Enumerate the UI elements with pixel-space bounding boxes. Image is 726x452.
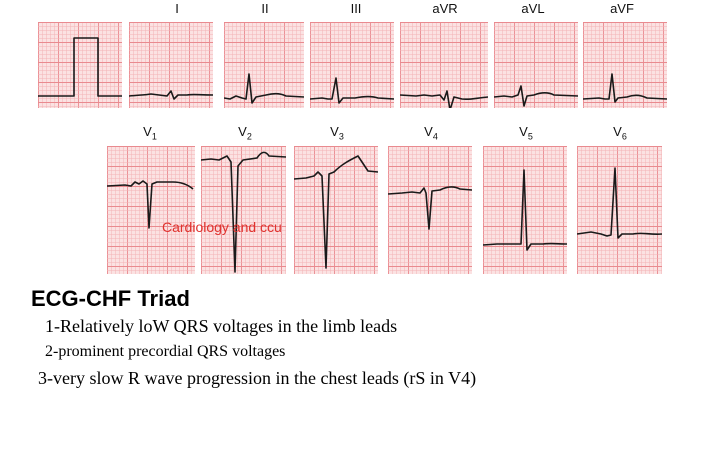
lead-label-V2: V2 <box>238 124 252 142</box>
lead-label-aVF: aVF <box>610 1 634 16</box>
grid-lines <box>38 22 122 108</box>
point-3: 3-very slow R wave progression in the ch… <box>38 368 477 388</box>
ecg-strip-I <box>129 22 213 108</box>
lead-label-V3: V3 <box>330 124 344 142</box>
grid-lines <box>294 146 378 274</box>
grid-lines <box>583 22 667 108</box>
ecg-strip-V5 <box>483 146 567 274</box>
lead-label-II: II <box>261 1 269 16</box>
grid-lines <box>483 146 567 274</box>
lead-label-V5: V5 <box>519 124 533 142</box>
ecg-strip-III <box>310 22 394 108</box>
ecg-strip-V1 <box>107 146 195 274</box>
ecg-trace <box>224 73 304 104</box>
point-1: 1-Relatively loW QRS voltages in the lim… <box>45 316 398 336</box>
grid-lines <box>577 146 662 274</box>
point-2: 2-prominent precordial QRS voltages <box>45 343 286 360</box>
slide-title: ECG-CHF Triad <box>31 286 190 311</box>
grid-lines <box>129 22 213 108</box>
lead-label-III: III <box>350 1 362 16</box>
ecg-strip-II <box>224 22 304 108</box>
ecg-strip-V6 <box>577 146 662 274</box>
grid-lines <box>310 22 394 108</box>
ecg-strip-V4 <box>388 146 472 274</box>
lead-label-aVL: aVL <box>521 1 545 16</box>
ecg-strip-aVF <box>583 22 667 108</box>
ecg-trace <box>294 155 378 269</box>
ecg-trace <box>583 73 667 103</box>
watermark-text: Cardiology and ccu <box>162 219 282 235</box>
ecg-strip-aVL <box>494 22 578 108</box>
lead-label-V4: V4 <box>424 124 438 142</box>
ecg-trace <box>400 90 488 108</box>
ecg-trace <box>388 186 472 230</box>
ecg-trace <box>494 85 578 107</box>
ecg-trace <box>107 180 194 229</box>
calibration-strip <box>38 22 122 108</box>
grid-lines <box>400 22 488 108</box>
lead-label-I: I <box>175 1 179 16</box>
ecg-strip-V2 <box>201 146 286 274</box>
grid-lines <box>224 22 304 108</box>
ecg-trace <box>201 151 286 273</box>
lead-label-V1: V1 <box>143 124 157 142</box>
ecg-trace <box>310 77 394 104</box>
ecg-trace <box>38 37 122 97</box>
lead-label-aVR: aVR <box>432 1 458 16</box>
lead-label-V6: V6 <box>613 124 627 142</box>
ecg-trace <box>577 167 662 239</box>
ecg-strip-aVR <box>400 22 488 108</box>
ecg-strip-V3 <box>294 146 378 274</box>
ecg-trace <box>129 90 213 100</box>
ecg-trace <box>483 169 567 251</box>
grid-lines <box>201 146 286 274</box>
